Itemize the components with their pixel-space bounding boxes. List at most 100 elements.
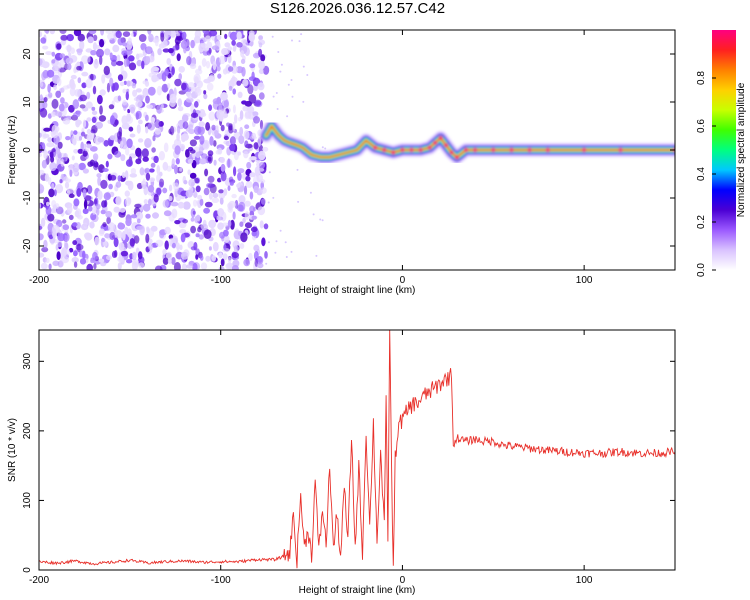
spectrogram-noise-blob <box>127 37 132 45</box>
spectrogram-noise-blob <box>145 114 149 122</box>
spectrogram-noise-blob <box>92 206 96 215</box>
spectrogram-noise-blob <box>56 43 62 50</box>
spectrogram-noise-dot <box>291 39 293 42</box>
spectrogram-noise-blob <box>97 94 103 105</box>
spectrogram-noise-blob <box>72 99 80 110</box>
spectrogram-noise-dot <box>274 251 277 254</box>
spectrogram-noise-blob <box>189 172 197 179</box>
spectrogram-noise-blob <box>171 208 178 219</box>
spectrogram-noise-blob <box>190 217 195 222</box>
spectrogram-noise-blob <box>226 122 231 127</box>
spectrogram-noise-blob <box>105 160 109 168</box>
spectrogram-x-axis: -200 -100 0 100 <box>29 30 593 286</box>
snr-y-tick-label: 0 <box>22 567 33 573</box>
spectrogram-noise-blob <box>208 192 213 200</box>
spectrogram-noise-blob <box>121 172 126 179</box>
spectrogram-noise-blob <box>147 86 156 96</box>
spectrogram-plot-area <box>39 30 675 270</box>
spectrogram-noise-blob <box>195 185 201 193</box>
colorbar-tick-label: 0.4 <box>696 167 707 181</box>
spectrogram-noise-blob <box>111 250 117 258</box>
spectrogram-noise-dot <box>290 79 293 81</box>
spectrogram-noise-blob <box>122 88 127 94</box>
spectrogram-noise-blob <box>244 200 251 207</box>
spectrogram-noise-blob <box>200 262 208 270</box>
spectrogram-noise-blob <box>232 211 236 220</box>
spectrogram-noise-blob <box>138 262 145 269</box>
spectrogram-noise-blob <box>218 55 226 65</box>
spectrogram-noise-blob <box>39 94 43 101</box>
snr-panel: -200 -100 0 100 0 100 200 300 Height of straig… <box>7 329 676 596</box>
spectrogram-noise-blob <box>208 104 213 111</box>
spectrogram-noise-blob <box>99 39 105 48</box>
spectrogram-noise-blob <box>194 76 199 84</box>
spectrogram-noise-blob <box>78 135 83 141</box>
spectrogram-noise-blob <box>40 262 48 270</box>
spectrogram-noise-blob <box>159 178 165 188</box>
spectrogram-noise-blob <box>181 263 187 270</box>
spectrogram-noise-blob <box>223 229 229 237</box>
spectrogram-noise-dot <box>268 171 271 174</box>
spectrogram-noise-blob <box>258 150 266 161</box>
spectrogram-noise-blob <box>224 42 231 48</box>
spectrogram-noise-blob <box>54 111 63 117</box>
spectrogram-noise-blob <box>187 82 196 90</box>
spectrogram-noise-blob <box>80 131 86 137</box>
snr-series-line <box>39 330 675 569</box>
spectrogram-noise-blob <box>202 139 210 150</box>
spectrogram-noise-blob <box>51 148 56 153</box>
spectrogram-noise-blob <box>257 167 265 172</box>
spectrogram-noise-blob <box>259 119 264 130</box>
spectrogram-noise-blob <box>228 200 237 209</box>
spectrogram-noise-blob <box>253 244 260 252</box>
spectrogram-noise-blob <box>53 68 60 74</box>
spectrogram-noise-blob <box>212 60 217 71</box>
spectrogram-noise-blob <box>245 175 251 182</box>
spectrogram-noise-blob <box>101 237 106 243</box>
spectrogram-noise-blob <box>130 106 135 114</box>
spectrogram-noise-blob <box>59 179 63 184</box>
spectrogram-noise-blob <box>174 220 181 225</box>
spectrogram-noise-blob <box>248 252 253 262</box>
spectrogram-noise-blob <box>180 40 188 49</box>
spectrogram-noise-blob <box>257 255 263 263</box>
spectrogram-noise-blob <box>119 140 124 149</box>
spectrogram-noise-blob <box>166 165 172 172</box>
spectrogram-x-label: Height of straight line (km) <box>299 285 416 296</box>
spectrogram-noise-blob <box>224 33 228 40</box>
spectrogram-noise-blob <box>153 155 159 164</box>
spectrogram-noise-blob <box>60 97 65 104</box>
spectrogram-noise-blob <box>86 134 93 141</box>
spectrogram-noise-blob <box>232 88 236 95</box>
spectrogram-noise-blob <box>74 89 81 97</box>
spectrogram-ridge-peak <box>449 150 454 155</box>
spectrogram-noise-blob <box>51 183 55 190</box>
spectrogram-noise-blob <box>195 68 203 75</box>
snr-x-tick-label: 100 <box>576 575 593 586</box>
spectrogram-noise-blob <box>129 133 136 138</box>
spectrogram-noise-blob <box>49 162 57 172</box>
spectrogram-noise-blob <box>260 54 266 62</box>
spectrogram-noise-blob <box>145 126 149 134</box>
spectrogram-noise-blob <box>199 198 204 206</box>
spectrogram-noise-blob <box>240 50 245 58</box>
spectrogram-noise-blob <box>203 207 211 214</box>
spectrogram-noise-blob <box>66 189 71 196</box>
spectrogram-noise-blob <box>175 35 182 41</box>
spectrogram-noise-blob <box>189 139 197 147</box>
spectrogram-noise-blob <box>176 133 180 142</box>
spectrogram-noise-blob <box>99 89 106 96</box>
spectrogram-noise-blob <box>119 207 126 213</box>
spectrogram-noise-blob <box>220 171 227 182</box>
spectrogram-ridge-peak <box>463 147 469 153</box>
spectrogram-noise-blob <box>256 262 264 269</box>
spectrogram-ridge-peak <box>509 147 514 153</box>
spectrogram-noise-blob <box>92 42 98 51</box>
spectrogram-noise-dot <box>300 33 303 36</box>
spectrogram-noise-blob <box>168 184 173 192</box>
spectrogram-noise-dot <box>279 229 282 232</box>
spectrogram-noise-blob <box>55 203 60 209</box>
spectrogram-noise-blob <box>204 35 211 42</box>
spectrogram-noise-blob <box>132 89 138 97</box>
spectrogram-noise-blob <box>204 168 209 177</box>
